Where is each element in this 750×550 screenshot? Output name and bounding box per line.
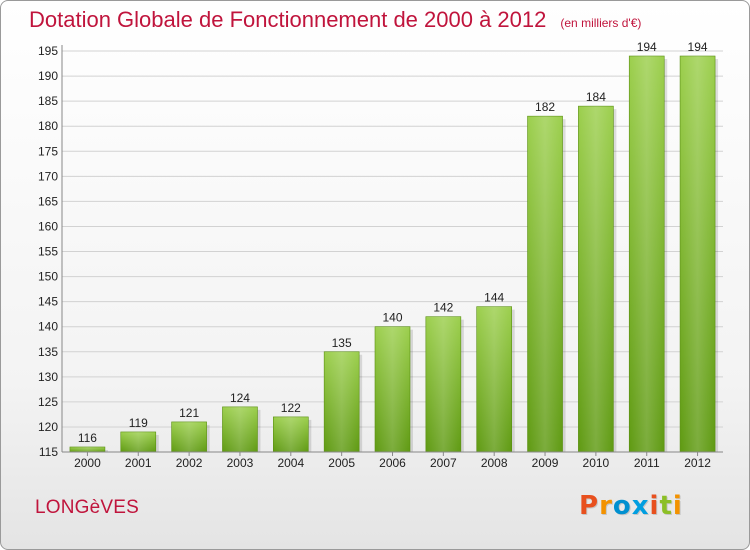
x-tick-label-2004: 2004 bbox=[277, 456, 304, 470]
bar-highlight-2010 bbox=[578, 106, 614, 452]
axis-layer: 115 120 125 130 135 140 145 150 155 160 165 170 175 1… bbox=[38, 44, 723, 470]
logo-letter-3: x bbox=[631, 491, 650, 521]
y-tick-label-125: 125 bbox=[38, 395, 58, 409]
value-label-2001: 119 bbox=[129, 416, 148, 430]
value-label-2009: 182 bbox=[535, 100, 555, 114]
value-label-2005: 135 bbox=[332, 336, 352, 350]
y-tick-label-170: 170 bbox=[38, 169, 58, 183]
logo-letter-4: i bbox=[649, 491, 660, 521]
value-label-2011: 194 bbox=[637, 40, 657, 54]
x-tick-label-2011: 2011 bbox=[634, 456, 660, 470]
value-label-2012: 194 bbox=[688, 40, 708, 54]
x-tick-label-2002: 2002 bbox=[176, 456, 203, 470]
value-label-2000: 116 bbox=[78, 431, 97, 445]
value-label-2002: 121 bbox=[179, 406, 199, 420]
x-tick-label-2005: 2005 bbox=[328, 456, 355, 470]
bar-highlight-2008 bbox=[476, 306, 512, 452]
logo-letter-2: o bbox=[612, 491, 632, 521]
value-label-2008: 144 bbox=[484, 291, 504, 305]
y-tick-label-145: 145 bbox=[38, 295, 58, 309]
y-tick-label-115: 115 bbox=[39, 445, 58, 459]
y-tick-label-190: 190 bbox=[38, 69, 58, 83]
logo-letter-5: t bbox=[659, 491, 673, 521]
x-tick-label-2012: 2012 bbox=[684, 456, 711, 470]
bar-highlight-2001 bbox=[120, 431, 156, 452]
value-label-2006: 140 bbox=[382, 311, 402, 325]
value-label-2003: 124 bbox=[230, 391, 250, 405]
y-tick-label-195: 195 bbox=[38, 44, 58, 58]
y-tick-label-130: 130 bbox=[38, 370, 58, 384]
y-tick-label-165: 165 bbox=[38, 194, 58, 208]
x-tick-label-2006: 2006 bbox=[379, 456, 406, 470]
y-tick-label-120: 120 bbox=[38, 420, 58, 434]
bar-highlight-2005 bbox=[324, 351, 360, 452]
bar-highlight-2003 bbox=[222, 406, 258, 452]
value-label-2004: 122 bbox=[281, 401, 301, 415]
logo-letter-0: P bbox=[579, 491, 600, 521]
label-layer: 116 119 121 124 122 135 140 142 144 182 184 194 194 bbox=[78, 40, 708, 445]
y-tick-label-160: 160 bbox=[38, 219, 58, 233]
bar-highlight-2009 bbox=[527, 116, 563, 452]
x-tick-label-2000: 2000 bbox=[74, 456, 101, 470]
bar-highlight-2004 bbox=[273, 416, 309, 452]
logo-letter-6: i bbox=[672, 491, 683, 521]
y-tick-label-135: 135 bbox=[38, 345, 58, 359]
x-tick-label-2010: 2010 bbox=[583, 456, 610, 470]
bar-highlight-2011 bbox=[629, 56, 665, 452]
bar-highlight-2012 bbox=[680, 56, 716, 452]
bar-highlight-2006 bbox=[375, 326, 410, 452]
title-text: Dotation Globale de Fonctionnement de 20… bbox=[29, 7, 547, 32]
chart-title: Dotation Globale de Fonctionnement de 20… bbox=[29, 7, 641, 33]
y-tick-label-140: 140 bbox=[38, 320, 58, 334]
y-tick-label-155: 155 bbox=[38, 245, 58, 259]
bar-highlight-2002 bbox=[171, 421, 207, 452]
x-tick-label-2009: 2009 bbox=[532, 456, 559, 470]
x-tick-label-2008: 2008 bbox=[481, 456, 508, 470]
y-tick-label-185: 185 bbox=[38, 94, 58, 108]
commune-name: LONGèVES bbox=[35, 497, 140, 518]
x-tick-label-2003: 2003 bbox=[227, 456, 254, 470]
y-tick-label-175: 175 bbox=[38, 144, 58, 158]
bar-highlight-2007 bbox=[425, 316, 461, 452]
y-tick-label-150: 150 bbox=[38, 270, 58, 284]
bar-highlight-2000 bbox=[69, 446, 105, 452]
value-label-2010: 184 bbox=[586, 90, 606, 104]
y-tick-label-180: 180 bbox=[38, 119, 58, 133]
x-tick-label-2007: 2007 bbox=[430, 456, 457, 470]
bar-layer bbox=[69, 55, 719, 453]
proxiti-logo: Proxiti bbox=[579, 491, 683, 521]
value-label-2007: 142 bbox=[433, 301, 453, 315]
chart-subtitle: (en milliers d'€) bbox=[560, 16, 642, 30]
logo-letter-1: r bbox=[599, 491, 613, 521]
x-tick-label-2001: 2001 bbox=[125, 456, 152, 470]
